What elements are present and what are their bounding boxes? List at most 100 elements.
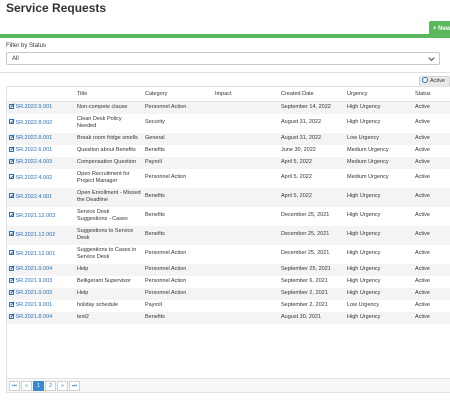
column-header-status[interactable]: Status <box>413 87 450 102</box>
request-id-text: SR.2022.4.002 <box>15 174 53 181</box>
request-id-link[interactable]: SR.2021.9.001 <box>9 301 52 308</box>
table-cell-urgency: High Urgency <box>345 187 413 207</box>
request-id-link[interactable]: SR.2021.12.003 <box>9 212 56 219</box>
request-id-link[interactable]: SR.2022.6.001 <box>9 146 53 153</box>
request-title: Non-compete clause <box>77 103 128 110</box>
table-cell-urgency: High Urgency <box>345 287 413 300</box>
pagination: ⏮ « 1 2 » ⏭ <box>7 378 450 392</box>
request-created-date: September 2, 2021 <box>281 289 328 296</box>
filter-label: Filter by Status <box>6 43 47 49</box>
request-id-link[interactable]: SR.2022.9.001 <box>9 103 53 110</box>
request-urgency: High Urgency <box>347 119 381 126</box>
request-id-link[interactable]: SR.2021.8.004 <box>9 313 52 320</box>
table-row[interactable]: SR.2021.12.002 Suggestions to Service Des… <box>7 225 450 245</box>
table-cell-title: Compensation Question <box>75 156 143 169</box>
request-title: Clean Desk Policy Needed <box>77 115 122 130</box>
request-id-text: SR.2022.4.001 <box>15 193 53 200</box>
last-page-button[interactable]: ⏭ <box>69 381 80 391</box>
table-cell-id: SR.2022.4.003 <box>7 156 75 169</box>
table-row[interactable]: SR.2022.4.003 Compensation Question Payrol… <box>7 156 450 169</box>
table-cell-created: December 25, 2021 <box>279 225 345 245</box>
edit-icon <box>9 158 14 164</box>
request-id-link[interactable]: SR.2021.9.002 <box>9 289 52 296</box>
table-cell-title: Service Desk Suggestions - Cases <box>75 207 143 226</box>
table-row[interactable]: SR.2021.9.002 Help Personnel Action Septemb… <box>7 287 450 300</box>
next-page-button[interactable]: » <box>57 381 68 391</box>
status-filter-select[interactable]: All <box>6 52 440 65</box>
request-id-link[interactable]: SR.2021.9.003 <box>9 277 52 284</box>
table-row[interactable]: SR.2021.8.004 test2 Benefits August 30, 202… <box>7 311 450 324</box>
edit-icon <box>9 289 14 295</box>
request-status: Active <box>415 146 430 153</box>
column-header-created-date[interactable]: Created Date <box>279 87 345 102</box>
table-row[interactable]: SR.2022.6.001 Question about Benefits Bene… <box>7 145 450 157</box>
edit-icon <box>9 265 14 271</box>
table-row[interactable]: SR.2021.9.004 Help Personnel Action Septemb… <box>7 263 450 276</box>
table-row[interactable]: SR.2022.9.001 Non-compete clause Personnel… <box>7 101 450 114</box>
column-header-title[interactable]: Title <box>75 87 143 102</box>
table-header-row: Title Category Impact Created Date Urgen… <box>7 87 450 102</box>
request-id-link[interactable]: SR.2022.4.001 <box>9 193 53 200</box>
column-header-impact[interactable]: Impact <box>213 87 279 102</box>
table-cell-created: September 14, 2022 <box>279 101 345 114</box>
table-row[interactable]: SR.2022.8.002 Clean Desk Policy Needed Sec… <box>7 114 450 133</box>
request-title: Open Enrollment - Missed the Deadline <box>77 189 141 204</box>
column-header-category[interactable]: Category <box>143 87 213 102</box>
page-1-button[interactable]: 1 <box>33 381 44 391</box>
request-id-text: SR.2022.4.003 <box>15 159 53 165</box>
request-status: Active <box>415 313 430 320</box>
request-status: Active <box>415 301 430 308</box>
request-status: Active <box>415 231 430 238</box>
request-created-date: September 2, 2021 <box>281 301 328 308</box>
table-row[interactable]: SR.2022.8.001 Break room fridge smells Gen… <box>7 132 450 145</box>
request-id-text: SR.2022.6.001 <box>15 147 53 153</box>
request-created-date: April 5, 2022 <box>281 193 312 200</box>
table-cell-id: SR.2022.6.001 <box>7 145 75 157</box>
request-id-link[interactable]: SR.2022.4.002 <box>9 174 53 181</box>
table-cell-urgency: High Urgency <box>345 276 413 288</box>
request-id-link[interactable]: SR.2021.12.002 <box>9 231 55 238</box>
request-category: Personnel Action <box>145 277 187 284</box>
request-urgency: High Urgency <box>347 231 381 238</box>
table-row[interactable]: SR.2021.9.001 holiday schedule Payroll Sept… <box>7 300 450 312</box>
table-cell-category: Personnel Action <box>143 245 213 264</box>
table-cell-status: Active <box>413 300 450 312</box>
table-cell-id: SR.2022.4.001 <box>7 187 75 207</box>
first-page-button[interactable]: ⏮ <box>9 381 20 391</box>
table-cell-urgency: High Urgency <box>345 225 413 245</box>
requests-table-container: Title Category Impact Created Date Urgen… <box>6 86 450 393</box>
table-row[interactable]: SR.2021.12.001 Suggestions to Cases in Se… <box>7 245 450 264</box>
column-header-id[interactable] <box>7 87 75 102</box>
request-title: Break room fridge smells <box>77 134 138 141</box>
table-cell-urgency: High Urgency <box>345 114 413 133</box>
request-created-date: September 14, 2022 <box>281 103 331 110</box>
request-category: General <box>145 134 165 141</box>
request-title: Belligerant Supervisor <box>77 277 131 284</box>
table-cell-category: General <box>143 132 213 145</box>
column-header-urgency[interactable]: Urgency <box>345 87 413 102</box>
table-row[interactable]: SR.2022.4.001 Open Enrollment - Missed th… <box>7 187 450 207</box>
page-2-button[interactable]: 2 <box>45 381 56 391</box>
new-request-button[interactable]: + New <box>429 21 450 38</box>
table-row[interactable]: SR.2021.9.003 Belligerant Supervisor Perso… <box>7 276 450 288</box>
table-row[interactable]: SR.2022.4.002 Open Recruitment for Projec… <box>7 169 450 188</box>
request-id-link[interactable]: SR.2022.8.002 <box>9 119 52 126</box>
table-cell-id: SR.2022.8.002 <box>7 114 75 133</box>
request-id-link[interactable]: SR.2022.4.003 <box>9 158 53 165</box>
table-cell-status: Active <box>413 225 450 245</box>
table-cell-category: Benefits <box>143 187 213 207</box>
request-category: Benefits <box>145 231 165 238</box>
prev-page-button[interactable]: « <box>21 381 32 391</box>
table-cell-impact <box>213 101 279 114</box>
table-cell-id: SR.2021.9.004 <box>7 263 75 276</box>
request-id-text: SR.2021.12.003 <box>15 212 56 219</box>
request-id-link[interactable]: SR.2022.8.001 <box>9 134 52 141</box>
table-cell-title: Non-compete clause <box>75 101 143 114</box>
request-id-link[interactable]: SR.2021.12.001 <box>9 250 55 257</box>
table-cell-title: Suggestions to Service Desk <box>75 225 143 245</box>
table-row[interactable]: SR.2021.12.003 Service Desk Suggestions -… <box>7 207 450 226</box>
request-id-text: SR.2022.9.001 <box>15 104 53 110</box>
request-id-link[interactable]: SR.2021.9.004 <box>9 265 52 272</box>
table-cell-created: December 25, 2021 <box>279 245 345 264</box>
table-cell-impact <box>213 132 279 145</box>
